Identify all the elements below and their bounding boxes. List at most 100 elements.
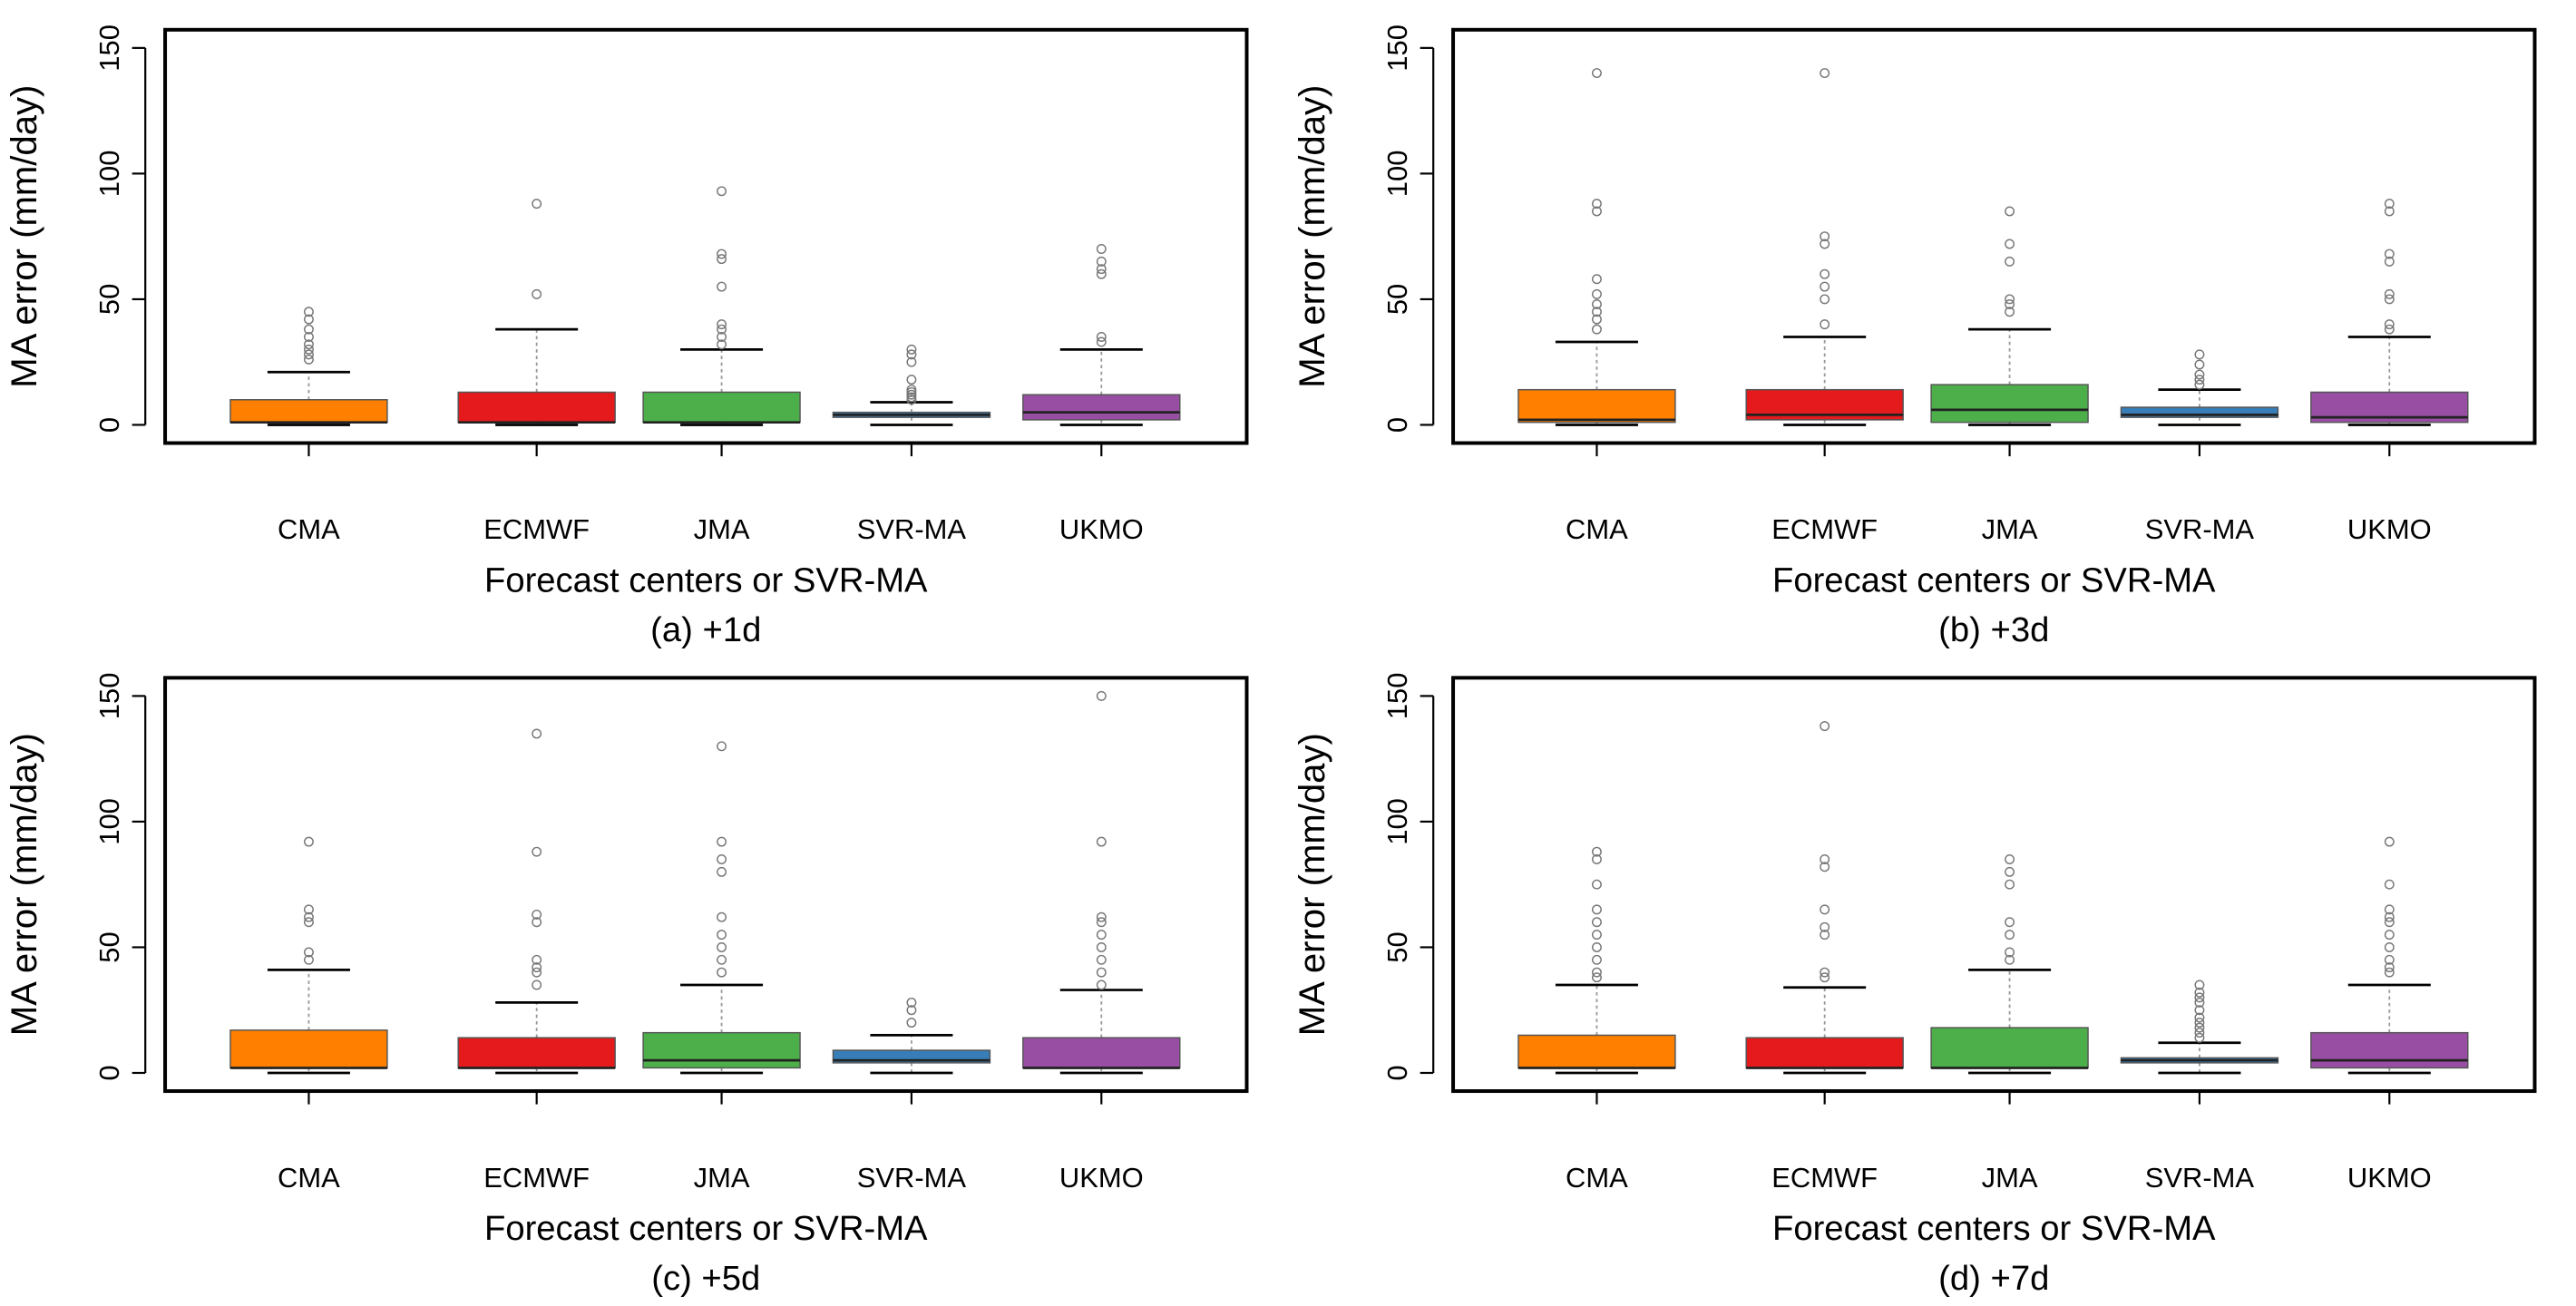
- outlier-point: [2384, 288, 2395, 299]
- y-tick-label: 50: [93, 931, 125, 962]
- outlier-point: [717, 930, 727, 941]
- outlier-point: [906, 997, 917, 1008]
- outlier-point: [1591, 274, 1602, 285]
- outlier-point: [717, 249, 727, 259]
- box-iqr: [1930, 384, 2089, 424]
- outlier-point: [2005, 879, 2015, 890]
- outlier-point: [1096, 941, 1107, 952]
- box-iqr: [1022, 1037, 1181, 1069]
- panel-caption: (d) +7d: [1938, 1259, 2049, 1298]
- outlier-point: [2005, 239, 2015, 249]
- outlier-point: [532, 962, 542, 973]
- outlier-point: [2384, 930, 2395, 941]
- y-tick-label: 0: [1381, 1065, 1413, 1080]
- outlier-point: [303, 904, 314, 915]
- outlier-point: [1096, 244, 1107, 254]
- y-tick-label: 100: [93, 151, 125, 198]
- outlier-point: [2005, 866, 2015, 877]
- outlier-point: [1591, 967, 1602, 978]
- outlier-point: [2194, 980, 2205, 990]
- outlier-point: [2384, 904, 2395, 915]
- box-iqr: [1517, 1034, 1676, 1069]
- x-tick-label: CMA: [278, 513, 340, 545]
- box-iqr: [2310, 1031, 2469, 1069]
- outlier-point: [2194, 379, 2205, 390]
- outlier-point: [1096, 836, 1107, 847]
- box-iqr: [1745, 1037, 1904, 1069]
- outlier-point: [1820, 68, 1830, 79]
- outlier-point: [717, 324, 727, 335]
- outlier-point: [532, 909, 542, 920]
- plot-frame: [163, 676, 1249, 1094]
- box-jma: [642, 186, 801, 426]
- outlier-point: [906, 389, 917, 400]
- outlier-point: [532, 846, 542, 857]
- x-tick-label: JMA: [694, 513, 750, 545]
- box-jma: [642, 741, 801, 1075]
- x-axis-label: Forecast centers or SVR-MA: [484, 1209, 928, 1248]
- outlier-point: [2384, 954, 2395, 965]
- outlier-point: [2384, 294, 2395, 305]
- box-iqr: [457, 1037, 616, 1069]
- plot-frame: [163, 27, 1249, 445]
- outlier-point: [1591, 206, 1602, 217]
- y-tick-label: 50: [1381, 284, 1413, 315]
- outlier-point: [303, 349, 314, 360]
- outlier-point: [1096, 930, 1107, 941]
- x-tick-label: ECMWF: [1771, 513, 1878, 545]
- outlier-point: [532, 728, 542, 739]
- outlier-point: [1096, 268, 1107, 279]
- outlier-point: [1096, 336, 1107, 347]
- outlier-point: [717, 281, 727, 292]
- outlier-point: [2194, 1018, 2205, 1028]
- box-cma: [1517, 68, 1676, 426]
- outlier-point: [532, 917, 542, 928]
- outlier-point: [717, 866, 727, 877]
- x-tick-label: SVR-MA: [857, 513, 967, 545]
- box-ecmwf: [457, 199, 616, 426]
- box-ecmwf: [1745, 68, 1904, 426]
- x-axis-label: Forecast centers or SVR-MA: [1772, 1209, 2216, 1248]
- panel-caption: (c) +5d: [651, 1259, 760, 1298]
- x-tick-label: ECMWF: [483, 1162, 590, 1194]
- outlier-point: [2005, 954, 2015, 965]
- outlier-point: [303, 947, 314, 958]
- chart-panel-a: 0 50 100 150 MA error (mm/day) CMA ECMWF JMA SVR…: [5, 24, 1249, 649]
- outlier-point: [2384, 324, 2395, 335]
- outlier-point: [906, 375, 917, 385]
- outlier-point: [2005, 256, 2015, 267]
- panel-caption: (a) +1d: [650, 610, 761, 649]
- y-axis-label: MA error (mm/day): [5, 85, 44, 388]
- outlier-point: [1820, 281, 1830, 292]
- x-tick-label: UKMO: [2347, 1162, 2432, 1194]
- outlier-point: [1820, 972, 1830, 983]
- outlier-point: [906, 349, 917, 360]
- box-cma: [1517, 846, 1676, 1075]
- y-tick-label: 150: [1381, 24, 1413, 72]
- y-tick-label: 0: [93, 1065, 125, 1080]
- plot-frame: [1451, 27, 2537, 445]
- box-ukmo: [1022, 690, 1181, 1075]
- box-iqr: [642, 391, 801, 424]
- x-tick-label: JMA: [1982, 1162, 2038, 1194]
- outlier-point: [717, 911, 727, 922]
- outlier-point: [2194, 987, 2205, 998]
- outlier-point: [1820, 268, 1830, 279]
- x-tick-label: SVR-MA: [2145, 1162, 2255, 1194]
- box-ukmo: [1022, 244, 1181, 426]
- outlier-point: [2194, 997, 2205, 1008]
- x-tick-label: CMA: [278, 1162, 340, 1194]
- box-iqr: [2120, 406, 2279, 418]
- y-tick-label: 150: [1381, 673, 1413, 720]
- outlier-point: [303, 339, 314, 350]
- x-axis-label: Forecast centers or SVR-MA: [484, 561, 928, 600]
- outlier-point: [717, 339, 727, 350]
- y-tick-label: 150: [93, 24, 125, 72]
- outlier-point: [1591, 288, 1602, 299]
- box-cma: [229, 836, 388, 1075]
- outlier-point: [2005, 298, 2015, 309]
- x-tick-label: SVR-MA: [857, 1162, 967, 1194]
- outlier-point: [906, 344, 917, 355]
- outlier-point: [1820, 231, 1830, 242]
